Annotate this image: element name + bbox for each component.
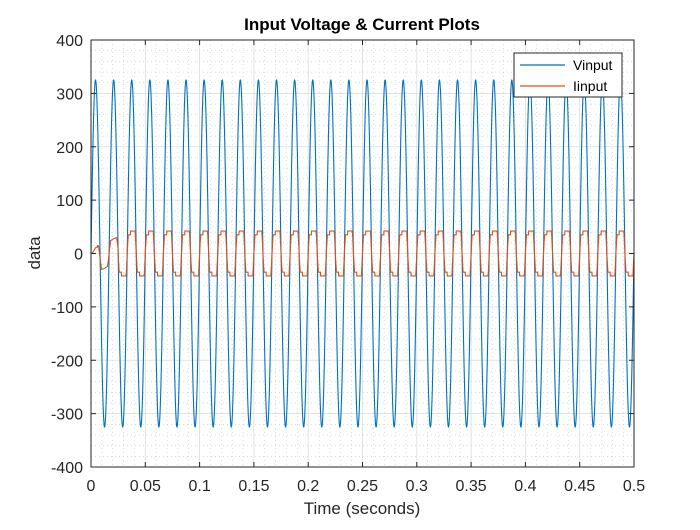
x-tick-label: 0 (87, 478, 96, 495)
y-tick-label: 0 (74, 247, 83, 264)
legend-label-iinput: Iinput (573, 78, 607, 94)
y-tick-label: -100 (51, 300, 83, 317)
y-tick-label: -300 (51, 407, 83, 424)
legend: Vinput Iinput (513, 52, 623, 98)
series-layer (90, 79, 635, 428)
x-tick-label: 0.35 (456, 478, 487, 495)
x-axis-ticks: 0 0.05 0.1 0.15 0.2 0.25 0.3 0.35 0.4 0.45 0.5 (87, 40, 645, 495)
y-tick-label: 100 (56, 193, 83, 210)
x-axis-label: Time (seconds) (304, 499, 421, 518)
y-tick-label: -400 (51, 460, 83, 477)
y-tick-label: 200 (56, 140, 83, 157)
y-axis-ticks: 400 300 200 100 0 -100 -200 -300 -400 (51, 33, 634, 477)
x-tick-label: 0.1 (188, 478, 210, 495)
x-tick-label: 0.25 (347, 478, 378, 495)
x-tick-label: 0.4 (514, 478, 536, 495)
y-tick-label: -200 (51, 353, 83, 370)
y-tick-label: 400 (56, 33, 83, 50)
x-tick-label: 0.05 (130, 478, 161, 495)
x-tick-label: 0.45 (564, 478, 595, 495)
legend-label-vinput: Vinput (573, 57, 613, 73)
y-tick-label: 300 (56, 86, 83, 103)
y-axis-label: data (25, 236, 44, 270)
legend-box (513, 52, 623, 98)
x-tick-label: 0.2 (297, 478, 319, 495)
series-line-iinput (90, 230, 635, 277)
chart-title: Input Voltage & Current Plots (244, 15, 480, 34)
x-tick-label: 0.5 (623, 478, 645, 495)
x-tick-label: 0.3 (406, 478, 428, 495)
x-tick-label: 0.15 (238, 478, 269, 495)
